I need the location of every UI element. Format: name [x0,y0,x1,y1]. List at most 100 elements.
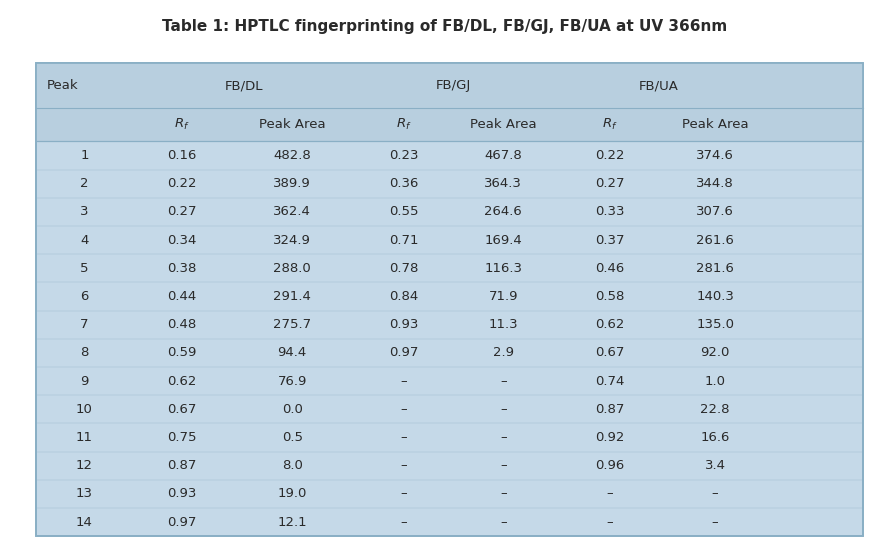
Text: 0.33: 0.33 [595,205,625,218]
Text: –: – [400,516,408,529]
Text: 12.1: 12.1 [278,516,307,529]
Text: 0.5: 0.5 [282,431,303,444]
Text: 19.0: 19.0 [278,487,307,500]
Text: Peak Area: Peak Area [682,118,748,131]
Text: Peak Area: Peak Area [470,118,537,131]
Text: 0.67: 0.67 [595,346,624,359]
Text: 8.0: 8.0 [282,459,303,472]
Text: –: – [400,431,408,444]
Text: 12: 12 [76,459,93,472]
Text: 0.34: 0.34 [167,234,197,246]
Text: 275.7: 275.7 [273,318,312,331]
Text: –: – [400,487,408,500]
Text: 5: 5 [80,262,89,275]
Text: 92.0: 92.0 [700,346,730,359]
Text: 22.8: 22.8 [700,403,730,416]
Text: 0.62: 0.62 [167,375,197,388]
Text: FB/GJ: FB/GJ [436,79,471,92]
Text: 362.4: 362.4 [273,205,312,218]
Text: –: – [500,431,506,444]
Text: $R_f$: $R_f$ [174,117,190,133]
Text: 9: 9 [80,375,89,388]
Text: 7: 7 [80,318,89,331]
Text: 0.0: 0.0 [282,403,303,416]
Text: 0.59: 0.59 [167,346,197,359]
Text: 0.92: 0.92 [595,431,624,444]
Text: 13: 13 [76,487,93,500]
Text: 3: 3 [80,205,89,218]
Text: FB/UA: FB/UA [638,79,678,92]
Text: 0.87: 0.87 [595,403,624,416]
Text: 344.8: 344.8 [696,177,734,190]
Text: 10: 10 [76,403,93,416]
Text: 307.6: 307.6 [696,205,734,218]
Text: 2: 2 [80,177,89,190]
Text: –: – [606,516,613,529]
Text: 324.9: 324.9 [273,234,312,246]
Text: 1: 1 [80,149,89,162]
Text: 482.8: 482.8 [273,149,312,162]
Text: 0.93: 0.93 [389,318,418,331]
Text: 16.6: 16.6 [700,431,730,444]
Text: 0.97: 0.97 [167,516,197,529]
Text: 0.93: 0.93 [167,487,197,500]
Text: 169.4: 169.4 [484,234,522,246]
Text: $R_f$: $R_f$ [602,117,618,133]
Text: 3.4: 3.4 [705,459,725,472]
Text: 0.46: 0.46 [595,262,624,275]
Text: 0.27: 0.27 [167,205,197,218]
Text: 0.48: 0.48 [167,318,197,331]
Text: 0.38: 0.38 [167,262,197,275]
Text: –: – [500,516,506,529]
Text: 140.3: 140.3 [696,290,734,303]
Text: 94.4: 94.4 [278,346,307,359]
Text: 281.6: 281.6 [696,262,734,275]
Text: 135.0: 135.0 [696,318,734,331]
Text: 6: 6 [80,290,89,303]
FancyBboxPatch shape [36,63,863,108]
Text: 0.44: 0.44 [167,290,197,303]
Text: 0.84: 0.84 [389,290,418,303]
Text: 467.8: 467.8 [484,149,522,162]
Text: –: – [400,403,408,416]
Text: –: – [606,487,613,500]
Text: –: – [500,375,506,388]
Text: 389.9: 389.9 [273,177,312,190]
Text: Peak: Peak [46,79,78,92]
Text: 0.58: 0.58 [595,290,624,303]
Text: 0.71: 0.71 [389,234,418,246]
Text: 0.16: 0.16 [167,149,197,162]
Text: 264.6: 264.6 [484,205,522,218]
Text: 0.78: 0.78 [389,262,418,275]
Text: –: – [400,375,408,388]
Text: 4: 4 [80,234,89,246]
Text: 0.27: 0.27 [595,177,625,190]
Text: 0.22: 0.22 [595,149,625,162]
Text: 11: 11 [76,431,93,444]
Text: FB/DL: FB/DL [224,79,263,92]
Text: –: – [712,516,718,529]
Text: –: – [500,459,506,472]
Text: –: – [500,403,506,416]
Text: 76.9: 76.9 [278,375,307,388]
Text: 0.55: 0.55 [389,205,418,218]
Text: $R_f$: $R_f$ [396,117,412,133]
Text: 14: 14 [76,516,93,529]
Text: 291.4: 291.4 [273,290,312,303]
Text: 0.62: 0.62 [595,318,624,331]
FancyBboxPatch shape [36,63,863,536]
Text: –: – [500,487,506,500]
Text: 261.6: 261.6 [696,234,734,246]
Text: Peak Area: Peak Area [259,118,326,131]
Text: 11.3: 11.3 [489,318,518,331]
FancyBboxPatch shape [36,108,863,141]
Text: 0.74: 0.74 [595,375,624,388]
Text: 116.3: 116.3 [484,262,522,275]
Text: 0.36: 0.36 [389,177,418,190]
Text: 364.3: 364.3 [484,177,522,190]
Text: 1.0: 1.0 [705,375,725,388]
Text: 0.96: 0.96 [595,459,624,472]
Text: Table 1: HPTLC fingerprinting of FB/DL, FB/GJ, FB/UA at UV 366nm: Table 1: HPTLC fingerprinting of FB/DL, … [162,19,728,34]
Text: 0.22: 0.22 [167,177,197,190]
Text: 288.0: 288.0 [273,262,312,275]
